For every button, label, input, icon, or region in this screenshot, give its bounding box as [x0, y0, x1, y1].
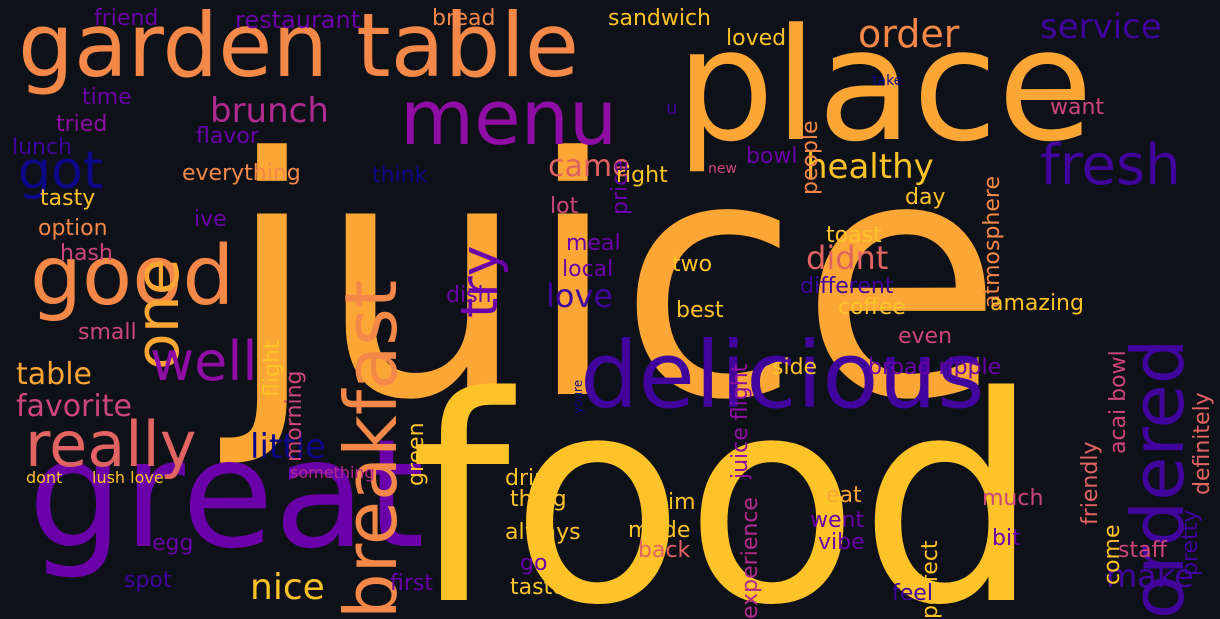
word-tried: tried	[56, 112, 108, 137]
word-local: local	[562, 257, 614, 282]
word-juice: juice	[226, 88, 1003, 472]
word-experience: experience	[738, 497, 763, 619]
word-came: came	[548, 149, 631, 184]
word-sandwich: sandwich	[608, 6, 711, 31]
word-flavor: flavor	[196, 124, 259, 149]
word-new: new	[708, 161, 737, 177]
word-morning: morning	[282, 370, 307, 462]
word-bread: bread	[432, 6, 496, 31]
word-go: go	[520, 551, 548, 576]
word-nice: nice	[250, 567, 325, 608]
word-time: time	[82, 85, 132, 110]
word-pretty: pretty	[1178, 509, 1203, 576]
word-right: right	[616, 163, 668, 188]
word-day: day	[905, 185, 946, 210]
word-broad-ripple: broad ripple	[868, 355, 1002, 380]
word-made: made	[628, 518, 691, 543]
word-breakfast: breakfast	[329, 279, 413, 619]
word-got: got	[18, 141, 104, 201]
word-toast: toast	[826, 223, 882, 248]
word-different: different	[800, 274, 894, 299]
word-service: service	[1040, 7, 1162, 47]
word-back: back	[638, 538, 691, 563]
word-good: good	[30, 229, 235, 324]
word-definitely: definitely	[1190, 392, 1215, 495]
word-bowl: bowl	[746, 144, 798, 169]
word-food: food	[410, 336, 1040, 619]
word-well: well	[150, 330, 258, 393]
word-think: think	[372, 163, 428, 188]
word-delicious: delicious	[580, 322, 985, 429]
word-something: something	[290, 463, 375, 482]
word-fresh: fresh	[1040, 133, 1181, 198]
word-friend: friend	[94, 6, 159, 31]
word-tasty: tasty	[40, 186, 96, 211]
word-make: make	[1106, 557, 1194, 595]
word-always: always	[505, 520, 581, 545]
word-im: im	[668, 490, 696, 515]
word-dont: dont	[26, 468, 63, 487]
word-flight: flight	[260, 340, 285, 397]
word-went: went	[810, 508, 865, 533]
word-really: really	[25, 408, 197, 481]
word-little: little	[250, 427, 326, 467]
word-friendly: friendly	[1078, 441, 1103, 525]
word-coffee: coffee	[838, 295, 906, 320]
word-brunch: brunch	[210, 91, 329, 131]
word-ive: ive	[194, 207, 227, 232]
word-bit: bit	[992, 526, 1021, 551]
word-lunch: lunch	[12, 135, 73, 160]
word-acai-bowl: acai bowl	[1106, 350, 1131, 454]
word-much: much	[982, 486, 1044, 511]
word-first: first	[390, 571, 433, 596]
word-menu: menu	[400, 73, 618, 162]
word-lush-love: lush love	[92, 468, 164, 487]
word-atmosphere: atmosphere	[980, 176, 1005, 308]
word-green: green	[404, 422, 429, 486]
word-small: small	[78, 320, 137, 345]
word-take: take	[872, 73, 903, 89]
word-healthy: healthy	[806, 147, 934, 187]
word-didnt: didnt	[806, 239, 889, 277]
word-spot: spot	[124, 568, 172, 593]
word-egg: egg	[152, 531, 194, 556]
word-garden-table: garden table	[18, 0, 580, 97]
word-everything: everything	[182, 161, 301, 186]
word-loved: loved	[726, 26, 787, 51]
word-table: table	[16, 357, 92, 392]
word-favorite: favorite	[16, 389, 132, 424]
word-lot: lot	[550, 194, 579, 219]
word-place: place	[676, 0, 1094, 176]
word-side: side	[772, 355, 818, 380]
word-dish: dish	[446, 283, 492, 308]
word-juice-flight: juice flight	[728, 363, 753, 479]
word-thing: thing	[510, 487, 567, 512]
word-best: best	[676, 298, 724, 323]
word-great: great	[28, 408, 425, 582]
word-meal: meal	[566, 231, 621, 256]
word-drink: drink	[505, 466, 561, 491]
word-order: order	[858, 12, 960, 56]
word-amazing: amazing	[990, 291, 1084, 316]
word-hash: hash	[60, 241, 113, 266]
word-even: even	[898, 324, 953, 349]
word-taste: taste	[510, 575, 566, 600]
word-u: u	[666, 98, 678, 119]
word-people: people	[798, 120, 823, 195]
word-vibe: vibe	[818, 530, 865, 555]
word-restaurant: restaurant	[235, 6, 361, 34]
word-youre: youre	[571, 379, 585, 414]
word-eat: eat	[826, 483, 862, 508]
word-option: option	[38, 216, 108, 241]
word-staff: staff	[1118, 538, 1167, 563]
word-two: two	[672, 252, 713, 277]
word-perfect: perfect	[918, 540, 943, 619]
word-want: want	[1050, 95, 1105, 120]
word-feel: feel	[892, 581, 933, 606]
word-love: love	[546, 277, 614, 315]
